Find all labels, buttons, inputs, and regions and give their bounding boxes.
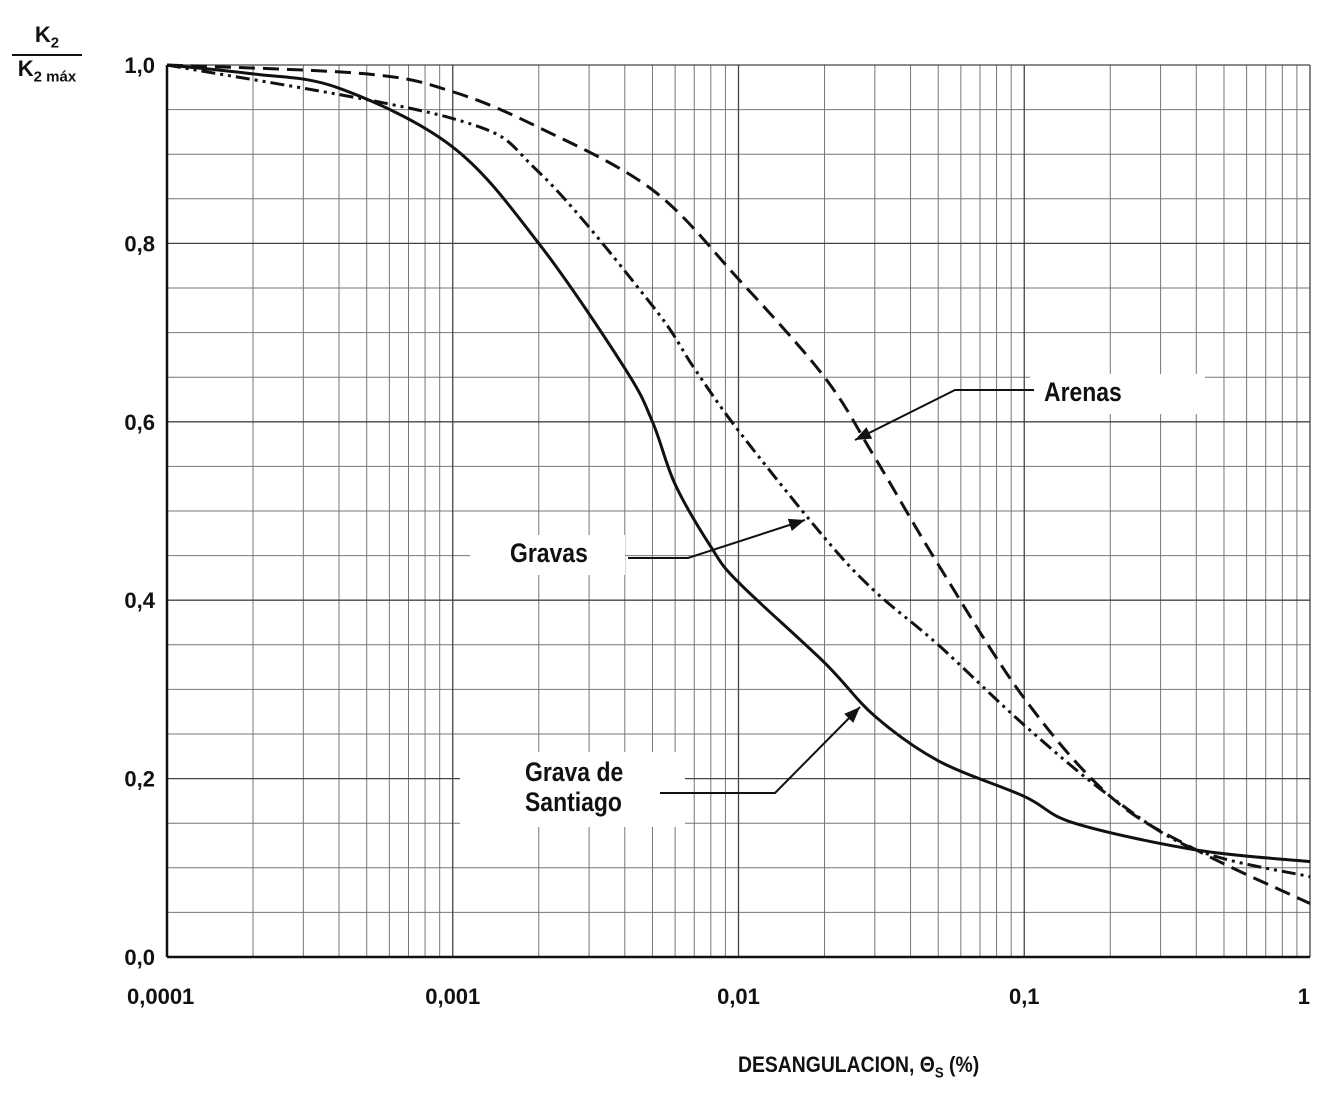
series-annotation: Gravas (510, 538, 588, 568)
y-tick-label: 1,0 (124, 53, 155, 78)
x-tick-label: 1 (1298, 984, 1310, 1009)
curves (166, 63, 1311, 905)
x-axis-label: DESANGULACION, ΘS (%) (738, 1052, 979, 1081)
series-line (166, 63, 1311, 864)
series-line (166, 63, 1311, 879)
leader-line (660, 706, 861, 794)
x-tick-label: 0,001 (425, 984, 480, 1009)
leader-line (854, 389, 1034, 441)
y-tick-label: 0,2 (124, 767, 155, 792)
ylabel-part: 2 máx (33, 68, 77, 86)
xlabel-part: DESANGULACION, Θ (738, 1052, 935, 1077)
leader-line (628, 518, 806, 559)
y-tick-label: 0,8 (124, 231, 155, 256)
x-tick-label: 0,0001 (127, 984, 194, 1009)
y-tick-label: 0,6 (124, 410, 155, 435)
x-tick-label: 0,1 (1009, 984, 1040, 1009)
series-annotation: Grava de Santiago (525, 757, 653, 817)
ylabel-part: K (34, 22, 51, 47)
y-axis-label: K2 K2 máx (12, 22, 82, 86)
xlabel-part: (%) (943, 1052, 980, 1077)
series-annotation: Arenas (1044, 377, 1122, 407)
y-tick-label: 0,4 (124, 588, 155, 613)
y-tick-label: 0,0 (124, 945, 155, 970)
ylabel-part: 2 (50, 34, 60, 52)
ylabel-part: K (17, 56, 34, 82)
grid: 0,0 0,2 0,4 0,6 0,8 1,0 0,0001 0,001 0,01 0,1 1 (124, 53, 1311, 1009)
x-tick-label: 0,01 (717, 984, 760, 1009)
xlabel-part: S (934, 1064, 944, 1082)
